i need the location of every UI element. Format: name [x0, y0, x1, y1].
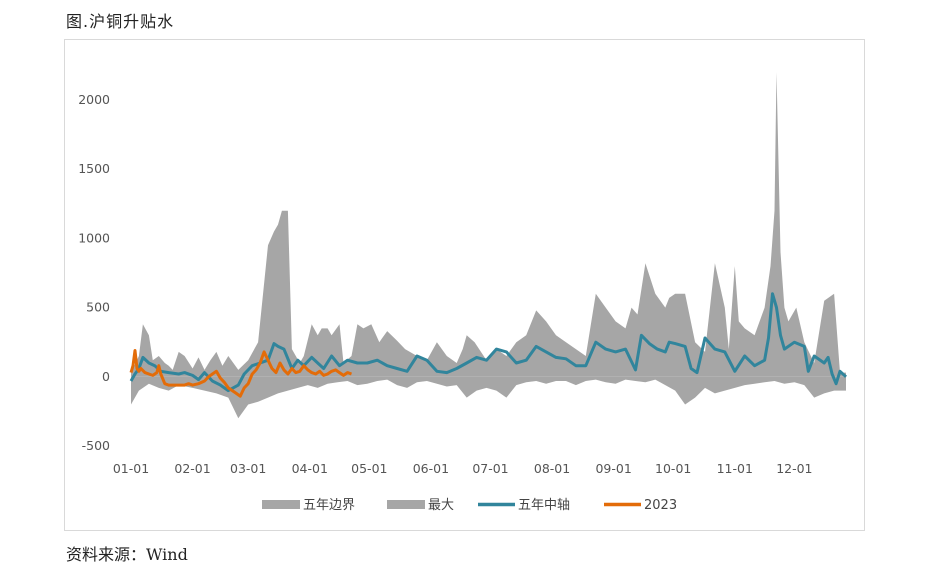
- x-tick-label: 01-01: [113, 461, 149, 476]
- legend-label: 五年中轴: [518, 498, 570, 513]
- series-area-max: [131, 72, 846, 377]
- x-tick-label: 10-01: [655, 461, 691, 476]
- legend-label: 2023: [644, 498, 677, 513]
- x-tick-label: 05-01: [351, 461, 387, 476]
- legend-swatch: [387, 500, 425, 509]
- y-tick-label: -500: [82, 438, 110, 453]
- x-tick-label: 04-01: [292, 461, 328, 476]
- series-line-2023: [129, 349, 352, 398]
- legend-label: 五年边界: [303, 498, 355, 513]
- x-tick-label: 07-01: [472, 461, 508, 476]
- x-tick-label: 12-01: [776, 461, 812, 476]
- y-tick-label: 1000: [78, 230, 110, 245]
- x-tick-label: 02-01: [174, 461, 210, 476]
- x-tick-label: 06-01: [413, 461, 449, 476]
- x-tick-label: 08-01: [534, 461, 570, 476]
- x-tick-label: 11-01: [717, 461, 753, 476]
- y-tick-label: 1500: [78, 161, 110, 176]
- legend-swatch: [262, 500, 300, 509]
- chart-title: 图.沪铜升贴水: [66, 12, 175, 31]
- legend-label: 最大: [428, 498, 454, 513]
- y-tick-label: 500: [86, 300, 110, 315]
- y-tick-label: 2000: [78, 92, 110, 107]
- chart-frame: [64, 39, 865, 531]
- y-tick-label: 0: [102, 369, 110, 384]
- source-note: 资料来源：Wind: [66, 545, 188, 564]
- x-tick-label: 03-01: [230, 461, 266, 476]
- x-tick-label: 09-01: [595, 461, 631, 476]
